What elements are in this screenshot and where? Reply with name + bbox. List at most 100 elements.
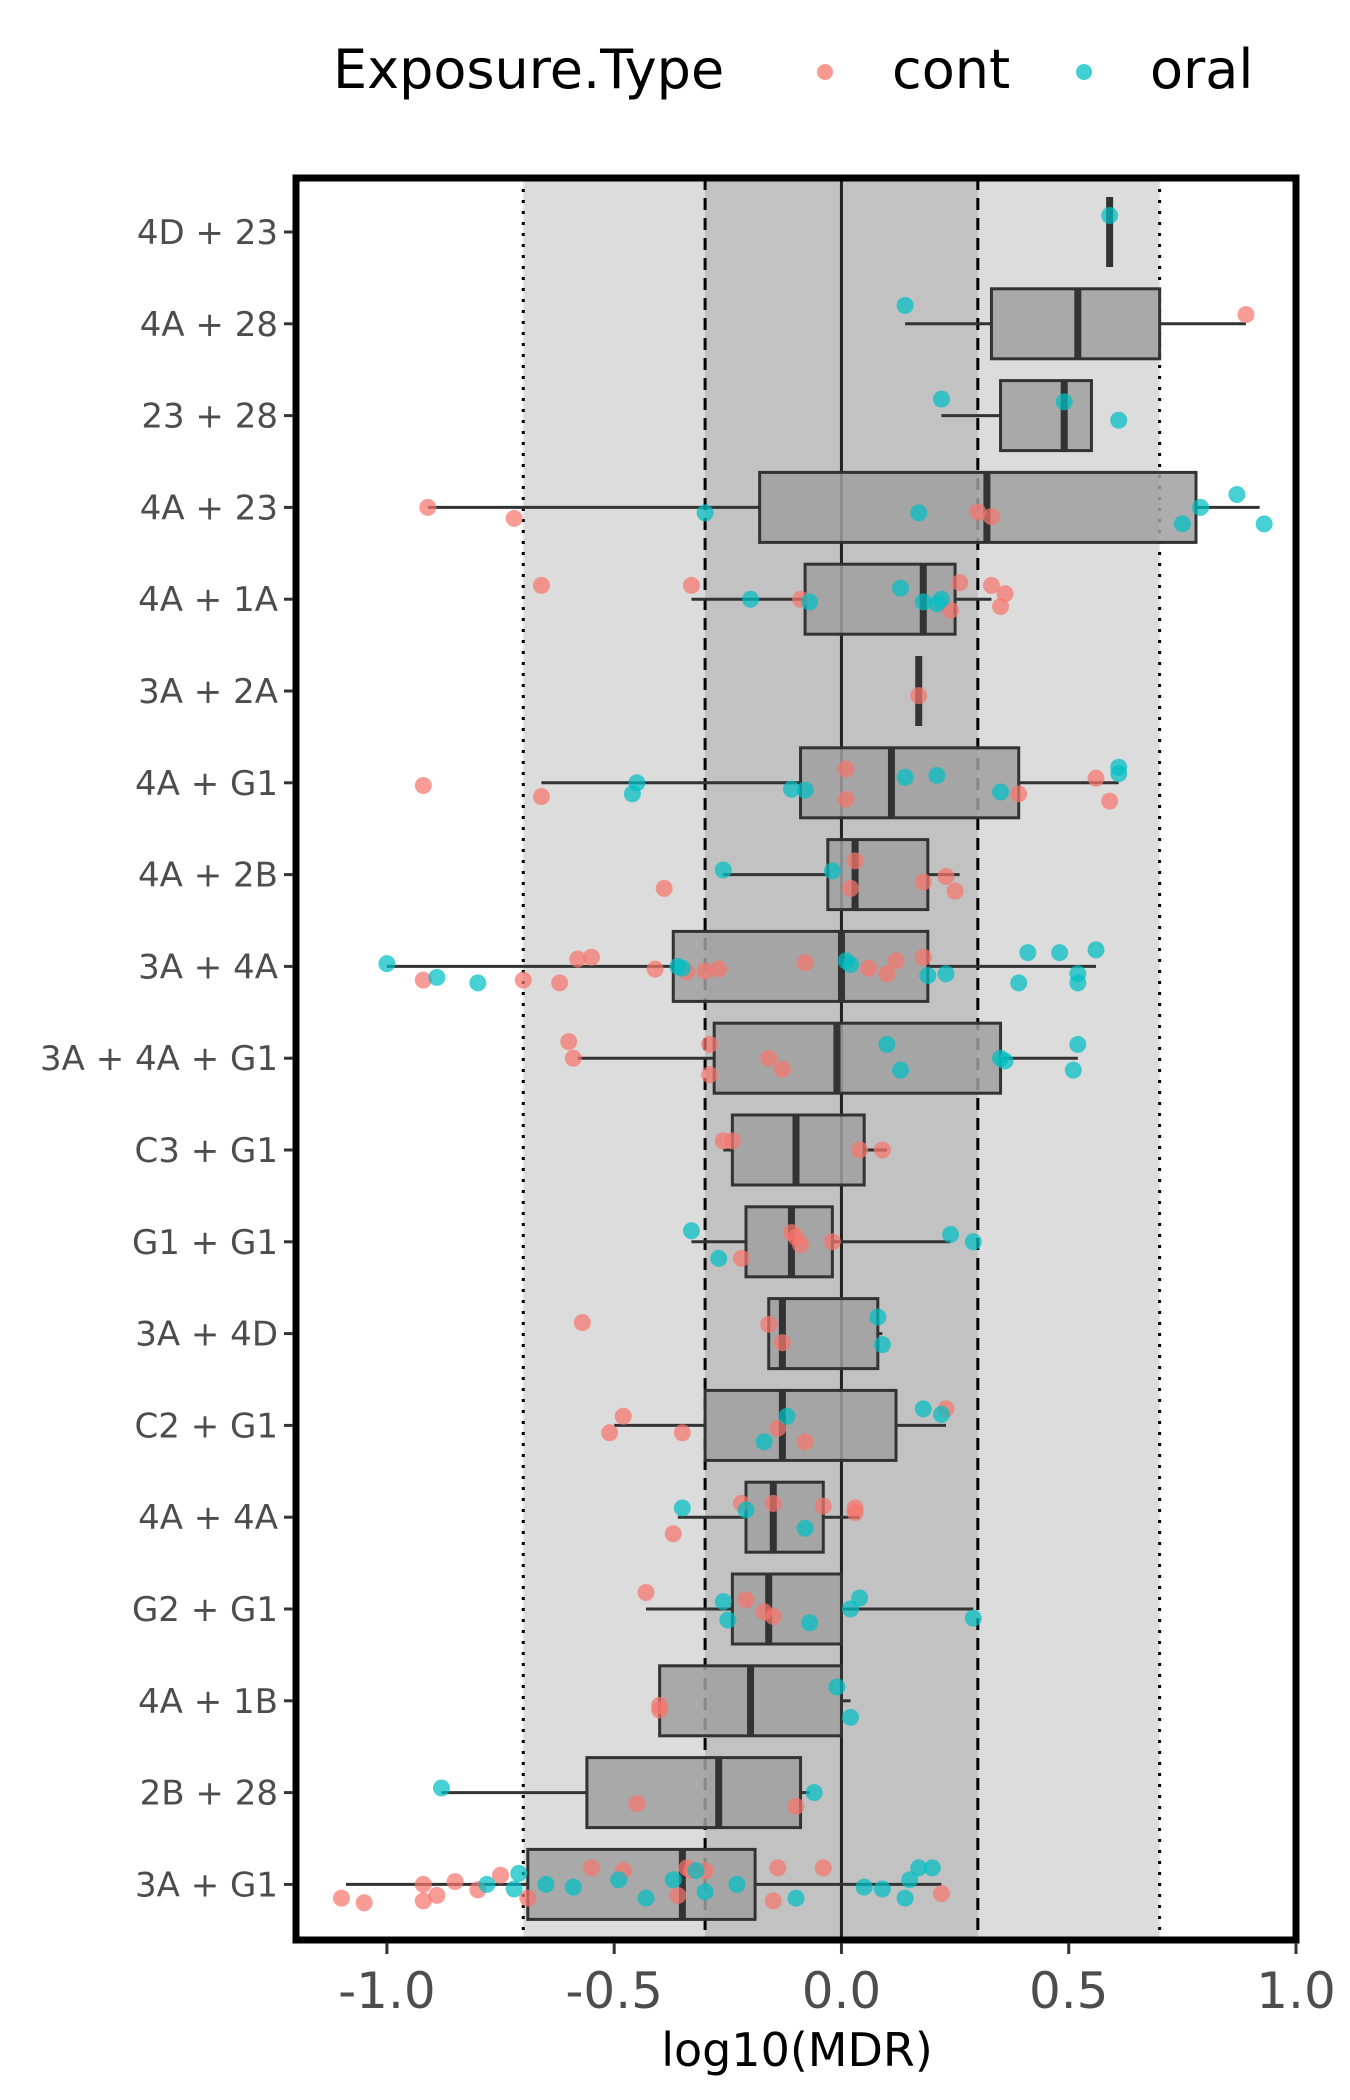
point-oral [873, 1336, 891, 1354]
y-tick-label: 23 + 28 [141, 397, 278, 437]
point-cont [419, 498, 437, 516]
point-cont [332, 1889, 350, 1907]
point-cont [673, 1424, 691, 1442]
point-cont [355, 1894, 373, 1912]
point-cont [837, 760, 855, 778]
point-cont [414, 777, 432, 795]
point-cont [914, 948, 932, 966]
point-oral [564, 1878, 582, 1896]
point-cont [732, 1249, 750, 1267]
point-cont [1010, 785, 1028, 803]
point-oral [378, 955, 396, 973]
point-oral [932, 1405, 950, 1423]
point-cont [492, 1866, 510, 1884]
point-oral [610, 1871, 628, 1889]
point-oral [687, 1862, 705, 1880]
point-oral [1069, 965, 1087, 983]
point-oral [537, 1875, 555, 1893]
point-oral [1192, 498, 1210, 516]
point-cont [682, 576, 700, 594]
point-cont [764, 1494, 782, 1512]
point-oral [1010, 974, 1028, 992]
point-cont [796, 1433, 814, 1451]
point-oral [896, 1889, 914, 1907]
y-tick-label: 4A + G1 [135, 764, 278, 804]
x-axis-label: log10(MDR) [661, 2023, 933, 2077]
point-oral [873, 1880, 891, 1898]
point-cont [1087, 769, 1105, 787]
points [332, 206, 1273, 1912]
point-cont [569, 950, 587, 968]
legend-marker-oral [1076, 64, 1092, 80]
point-cont [860, 959, 878, 977]
box-23-28 [999, 379, 1093, 453]
point-oral [901, 1871, 919, 1889]
y-tick-label: 3A + 4D [135, 1315, 278, 1355]
point-oral [996, 1052, 1014, 1070]
point-oral [755, 1433, 773, 1451]
point-cont [655, 879, 673, 897]
y-tick-label: 4A + 1A [138, 580, 278, 620]
point-cont [1237, 306, 1255, 324]
point-oral [510, 1864, 528, 1882]
point-oral [1064, 1061, 1082, 1079]
point-cont [669, 1886, 687, 1904]
y-tick-label: 2B + 28 [140, 1774, 278, 1814]
legend-label-oral: oral [1150, 38, 1253, 101]
point-oral [787, 1889, 805, 1907]
y-tick-label: G2 + G1 [132, 1590, 278, 1630]
x-axis: -1.0 -0.5 0.0 0.5 1.0 [338, 1943, 1336, 2020]
point-cont [914, 873, 932, 891]
point-oral [469, 974, 487, 992]
point-cont [992, 598, 1010, 616]
point-cont [414, 1875, 432, 1893]
point-oral [673, 959, 691, 977]
point-oral [478, 1875, 496, 1893]
point-oral [892, 1061, 910, 1079]
point-oral [919, 967, 937, 985]
point-oral [737, 1501, 755, 1519]
point-cont [519, 1889, 537, 1907]
point-oral [1087, 941, 1105, 959]
y-axis: 4D + 23 4A + 28 23 + 28 4A + 23 4A + 1A 3A + … [40, 213, 293, 1905]
point-cont [628, 1795, 646, 1813]
y-tick-label: 4A + 4A [138, 1498, 278, 1538]
point-cont [582, 1859, 600, 1877]
point-oral [942, 1225, 960, 1243]
point-oral [1019, 944, 1037, 962]
point-oral [1051, 944, 1069, 962]
point-cont [414, 971, 432, 989]
point-cont [701, 1035, 719, 1053]
point-oral [782, 780, 800, 798]
point-oral [719, 1611, 737, 1629]
point-oral [896, 768, 914, 786]
point-cont [842, 879, 860, 897]
point-oral [664, 1871, 682, 1889]
point-oral [714, 1593, 732, 1611]
point-oral [428, 968, 446, 986]
point-cont [723, 1132, 741, 1150]
point-oral [696, 1883, 714, 1901]
point-oral [432, 1779, 450, 1797]
point-cont [982, 508, 1000, 526]
point-cont [814, 1859, 832, 1877]
point-oral [855, 1878, 873, 1896]
box-2b-28 [585, 1756, 803, 1830]
point-cont [796, 954, 814, 972]
point-oral [910, 504, 928, 522]
point-cont [551, 974, 569, 992]
point-oral [1228, 486, 1246, 504]
point-oral [628, 774, 646, 792]
point-cont [787, 1797, 805, 1815]
x-tick-label: 0.0 [802, 1962, 882, 2020]
point-oral [673, 1499, 691, 1517]
x-tick-label: -1.0 [338, 1962, 436, 2020]
y-tick-label: G1 + G1 [132, 1223, 278, 1263]
x-tick-label: -0.5 [565, 1962, 663, 2020]
point-cont [505, 509, 523, 527]
legend-label-cont: cont [892, 38, 1010, 101]
point-cont [428, 1886, 446, 1904]
point-oral [1110, 411, 1128, 429]
point-oral [710, 1249, 728, 1267]
point-cont [996, 585, 1014, 603]
